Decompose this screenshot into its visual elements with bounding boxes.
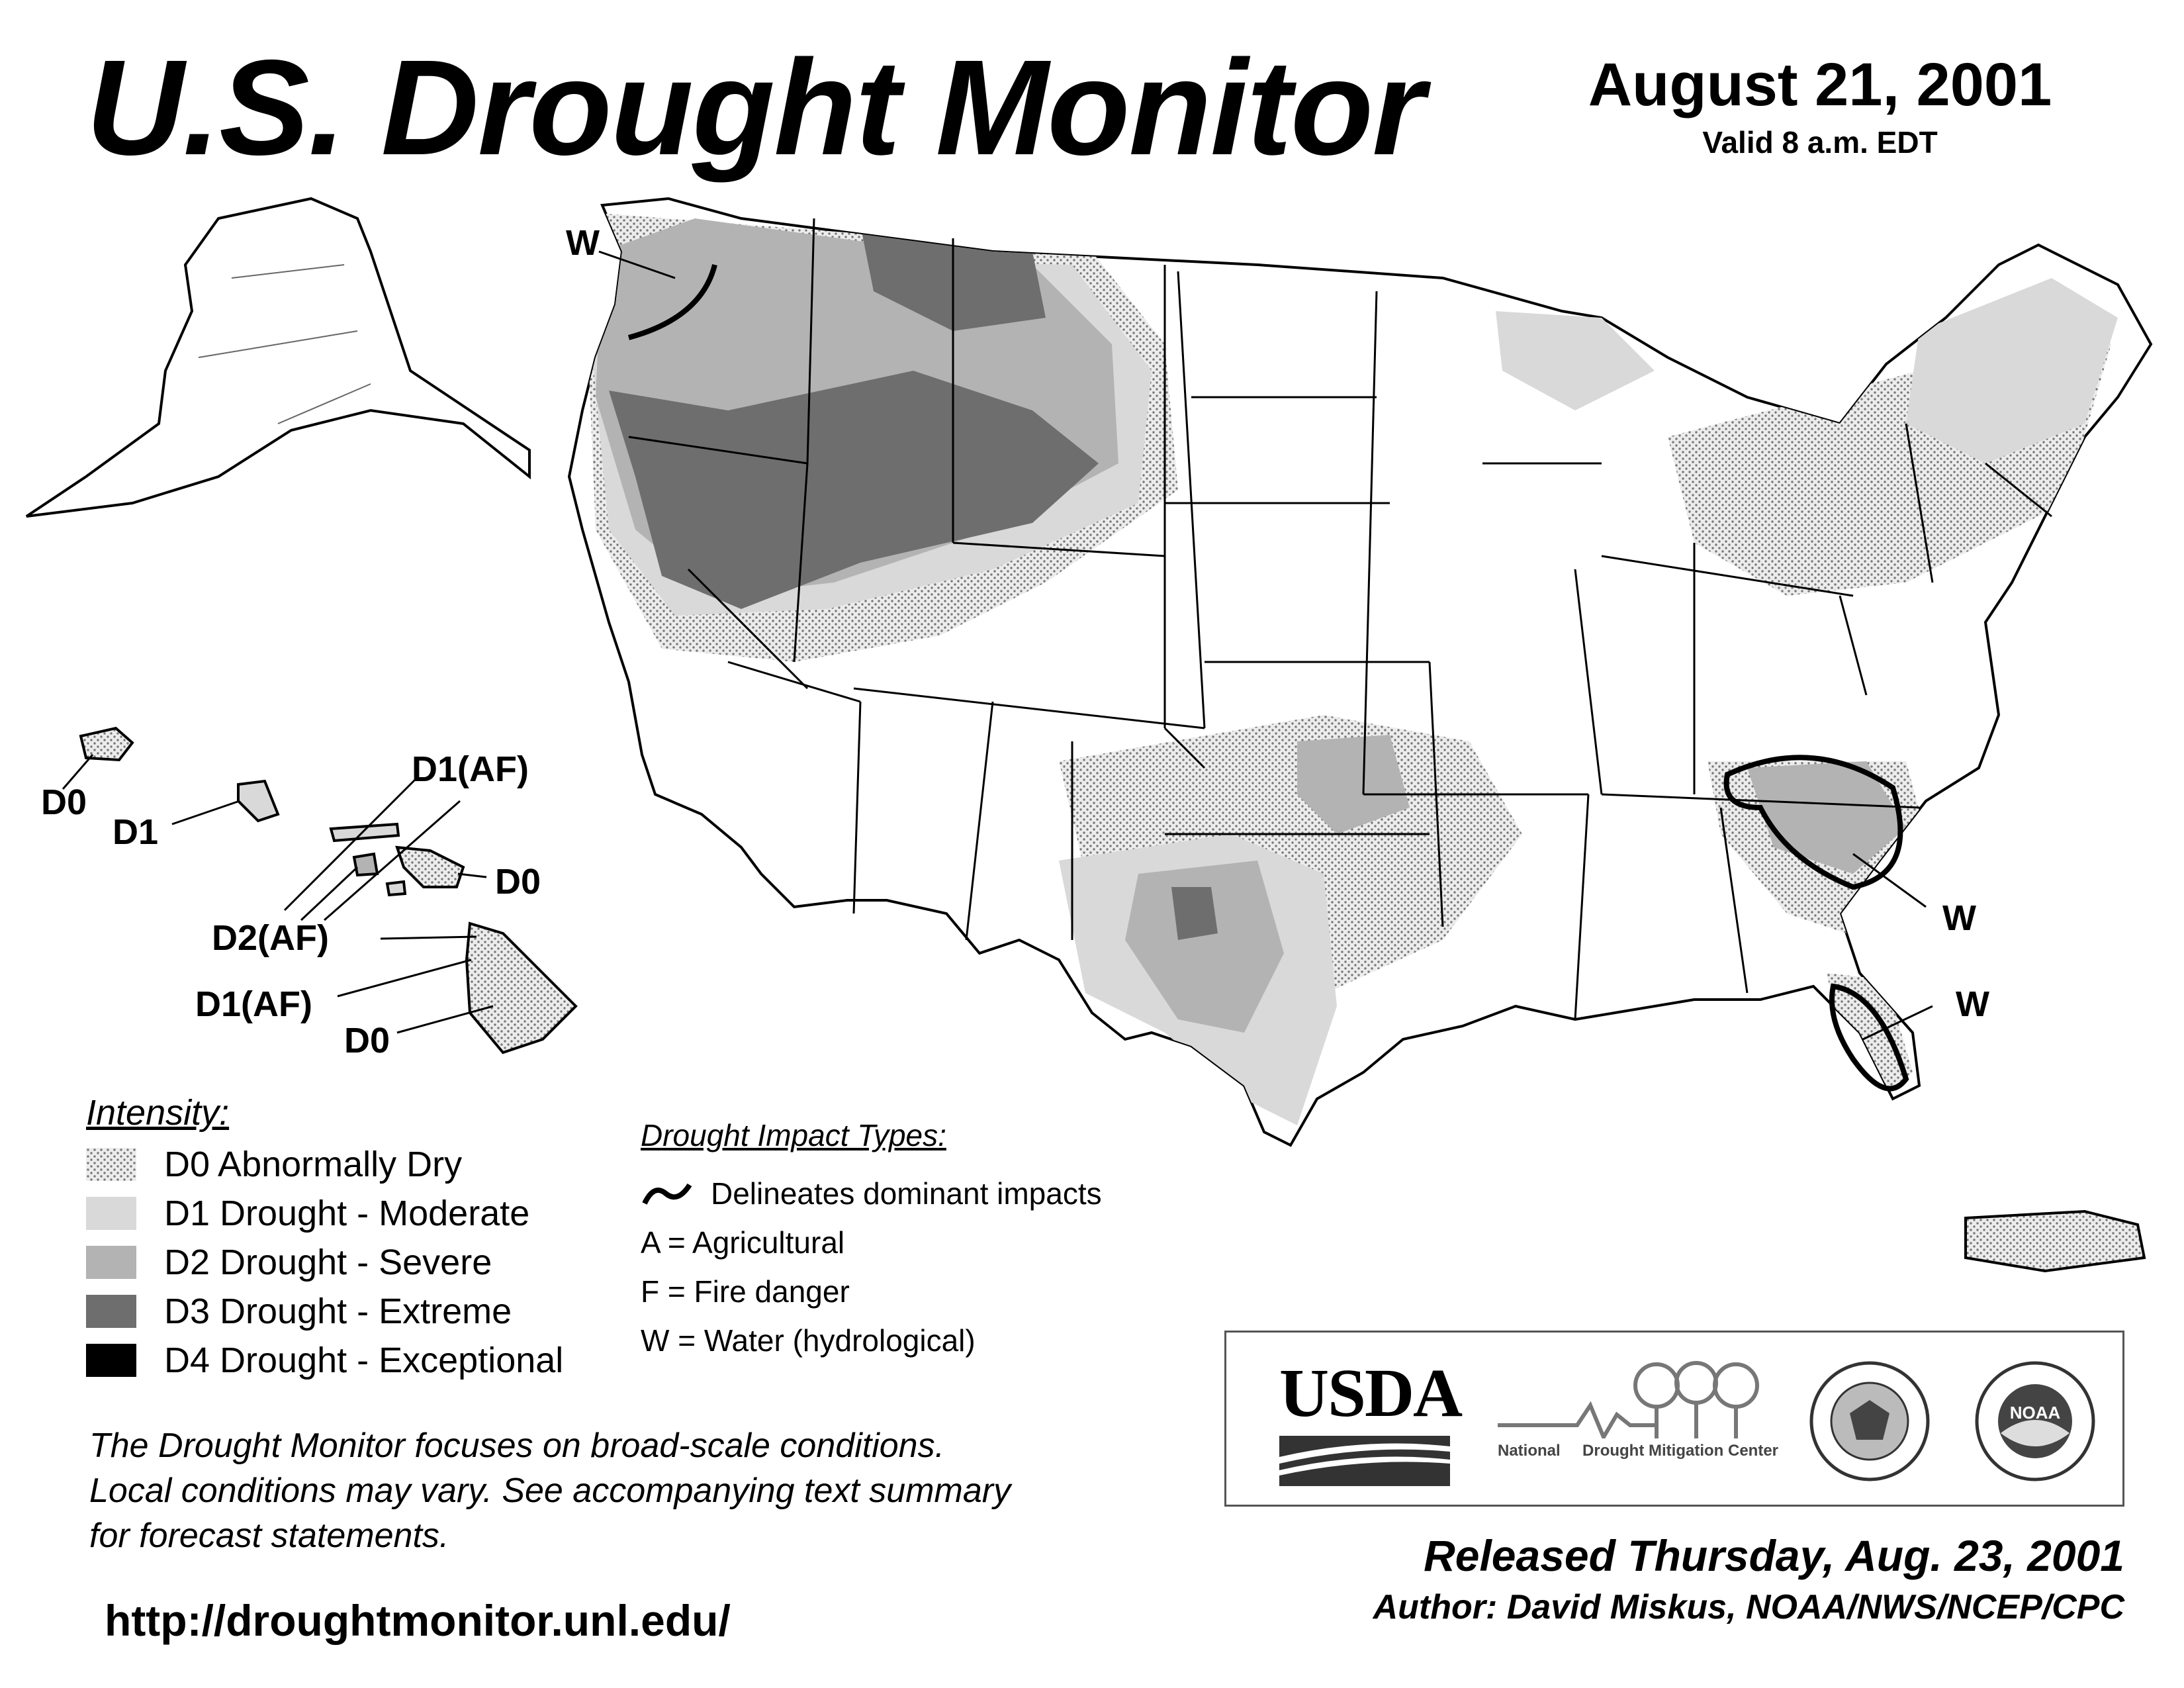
intensity-legend: Intensity: D0 Abnormally Dry D1 Drought …	[86, 1092, 682, 1385]
hi-kauai	[79, 726, 134, 762]
impact-delineation-text: Delineates dominant impacts	[711, 1176, 1102, 1211]
hawaii-leader-lines	[62, 250, 1933, 1041]
legend-label: D1 Drought - Moderate	[164, 1194, 530, 1233]
release-date: Released Thursday, Aug. 23, 2001	[1424, 1531, 2124, 1580]
map-date: August 21, 2001	[1588, 51, 2052, 118]
hawaii-kahoolawe-label: D1(AF)	[195, 984, 312, 1024]
hawaii-oahu-label: D1	[113, 812, 159, 852]
state-boundaries	[628, 218, 2052, 1020]
d2-area-texas	[1125, 861, 1284, 1033]
legend-label: D4 Drought - Exceptional	[164, 1340, 564, 1380]
legend-item-d0: D0 Abnormally Dry	[86, 1140, 682, 1189]
impact-types-legend: Drought Impact Types: Delineates dominan…	[641, 1117, 1210, 1365]
noaa-logo: NOAA	[1975, 1361, 2095, 1481]
commerce-seal-icon	[1809, 1361, 1930, 1481]
hi-big-island	[465, 921, 578, 1055]
impact-types-title: Drought Impact Types:	[641, 1118, 946, 1152]
se-impact-loop	[1723, 755, 1903, 890]
hi-molokai	[329, 822, 400, 843]
disclaimer-note: The Drought Monitor focuses on broad-sca…	[89, 1423, 1214, 1558]
ndmc-logo: National Drought Mitigation Center	[1498, 1359, 1778, 1491]
author-credit: Author: David Miskus, NOAA/NWS/NCEP/CPC	[1373, 1588, 2124, 1626]
d3-area-texas	[1171, 887, 1218, 940]
agency-logos: USDA National Drought Mitigation Center …	[1224, 1331, 2124, 1507]
florida-impact-label: W	[1956, 984, 1989, 1024]
impact-line-icon	[642, 1183, 692, 1205]
wa-impact-line	[627, 264, 717, 340]
legend-label: D2 Drought - Severe	[164, 1243, 492, 1282]
hi-maui	[395, 845, 465, 888]
impact-type-fire: F = Fire danger	[641, 1274, 850, 1309]
hi-oahu	[237, 779, 280, 823]
hawaii-lanai-label: D2(AF)	[212, 918, 329, 958]
website-link[interactable]: http://droughtmonitor.unl.edu/	[105, 1596, 731, 1645]
alaska-outline	[25, 197, 531, 518]
valid-time: Valid 8 a.m. EDT	[1702, 125, 1938, 160]
usda-logo-mark	[1279, 1436, 1450, 1486]
legend-label: D3 Drought - Extreme	[164, 1291, 512, 1331]
legend-title: Intensity:	[86, 1093, 230, 1133]
puerto-rico	[1964, 1209, 2146, 1273]
alaska-internal-lines	[198, 264, 371, 424]
d1-area-northeast	[1906, 278, 2118, 463]
hawaii-maui-label: D0	[495, 862, 541, 902]
hi-lanai	[352, 852, 379, 877]
legend-swatch-d4	[86, 1344, 136, 1377]
impact-boundaries	[627, 264, 1909, 1092]
legend-swatch-d2	[86, 1246, 136, 1279]
ndmc-trees-icon	[1498, 1361, 1759, 1442]
wa-impact-label: W	[566, 223, 600, 263]
impact-delineation-row: Delineates dominant impacts	[641, 1169, 1210, 1218]
note-line: The Drought Monitor focuses on broad-sca…	[89, 1427, 945, 1465]
hawaii-molokai-label: D1(AF)	[412, 749, 529, 789]
legend-item-d1: D1 Drought - Moderate	[86, 1189, 682, 1238]
hawaii-kauai-label: D0	[41, 782, 87, 822]
d3-area-greatbasin	[609, 371, 1099, 609]
fl-impact-loop	[1829, 983, 1909, 1092]
note-line: Local conditions may vary. See accompany…	[89, 1472, 1011, 1510]
legend-item-d4: D4 Drought - Exceptional	[86, 1336, 682, 1385]
usda-logo: USDA	[1279, 1355, 1463, 1486]
d2-area-oklahoma	[1297, 735, 1410, 834]
map-title: U.S. Drought Monitor	[86, 32, 1425, 183]
ndmc-logo-text: National Drought Mitigation Center	[1498, 1442, 1778, 1460]
impact-type-water: W = Water (hydrological)	[641, 1323, 976, 1358]
hi-kahoolawe	[385, 880, 407, 897]
legend-swatch-d3	[86, 1295, 136, 1328]
ndmc-left-text: National	[1498, 1442, 1561, 1460]
legend-item-d3: D3 Drought - Extreme	[86, 1287, 682, 1336]
noaa-logo-text: NOAA	[2010, 1403, 2061, 1423]
impact-type-agricultural: A = Agricultural	[641, 1225, 845, 1260]
note-line: for forecast statements.	[89, 1517, 449, 1555]
d1-area-greatlakes	[1496, 311, 1655, 410]
usda-logo-text: USDA	[1279, 1355, 1463, 1431]
southeast-impact-label: W	[1942, 898, 1976, 938]
legend-item-d2: D2 Drought - Severe	[86, 1238, 682, 1287]
ndmc-right-text: Drought Mitigation Center	[1582, 1442, 1778, 1460]
hawaii-islands	[79, 726, 578, 1055]
legend-swatch-d1	[86, 1197, 136, 1230]
legend-swatch-d0	[86, 1148, 136, 1181]
legend-label: D0 Abnormally Dry	[164, 1145, 463, 1184]
hawaii-big-island-label: D0	[344, 1021, 390, 1060]
